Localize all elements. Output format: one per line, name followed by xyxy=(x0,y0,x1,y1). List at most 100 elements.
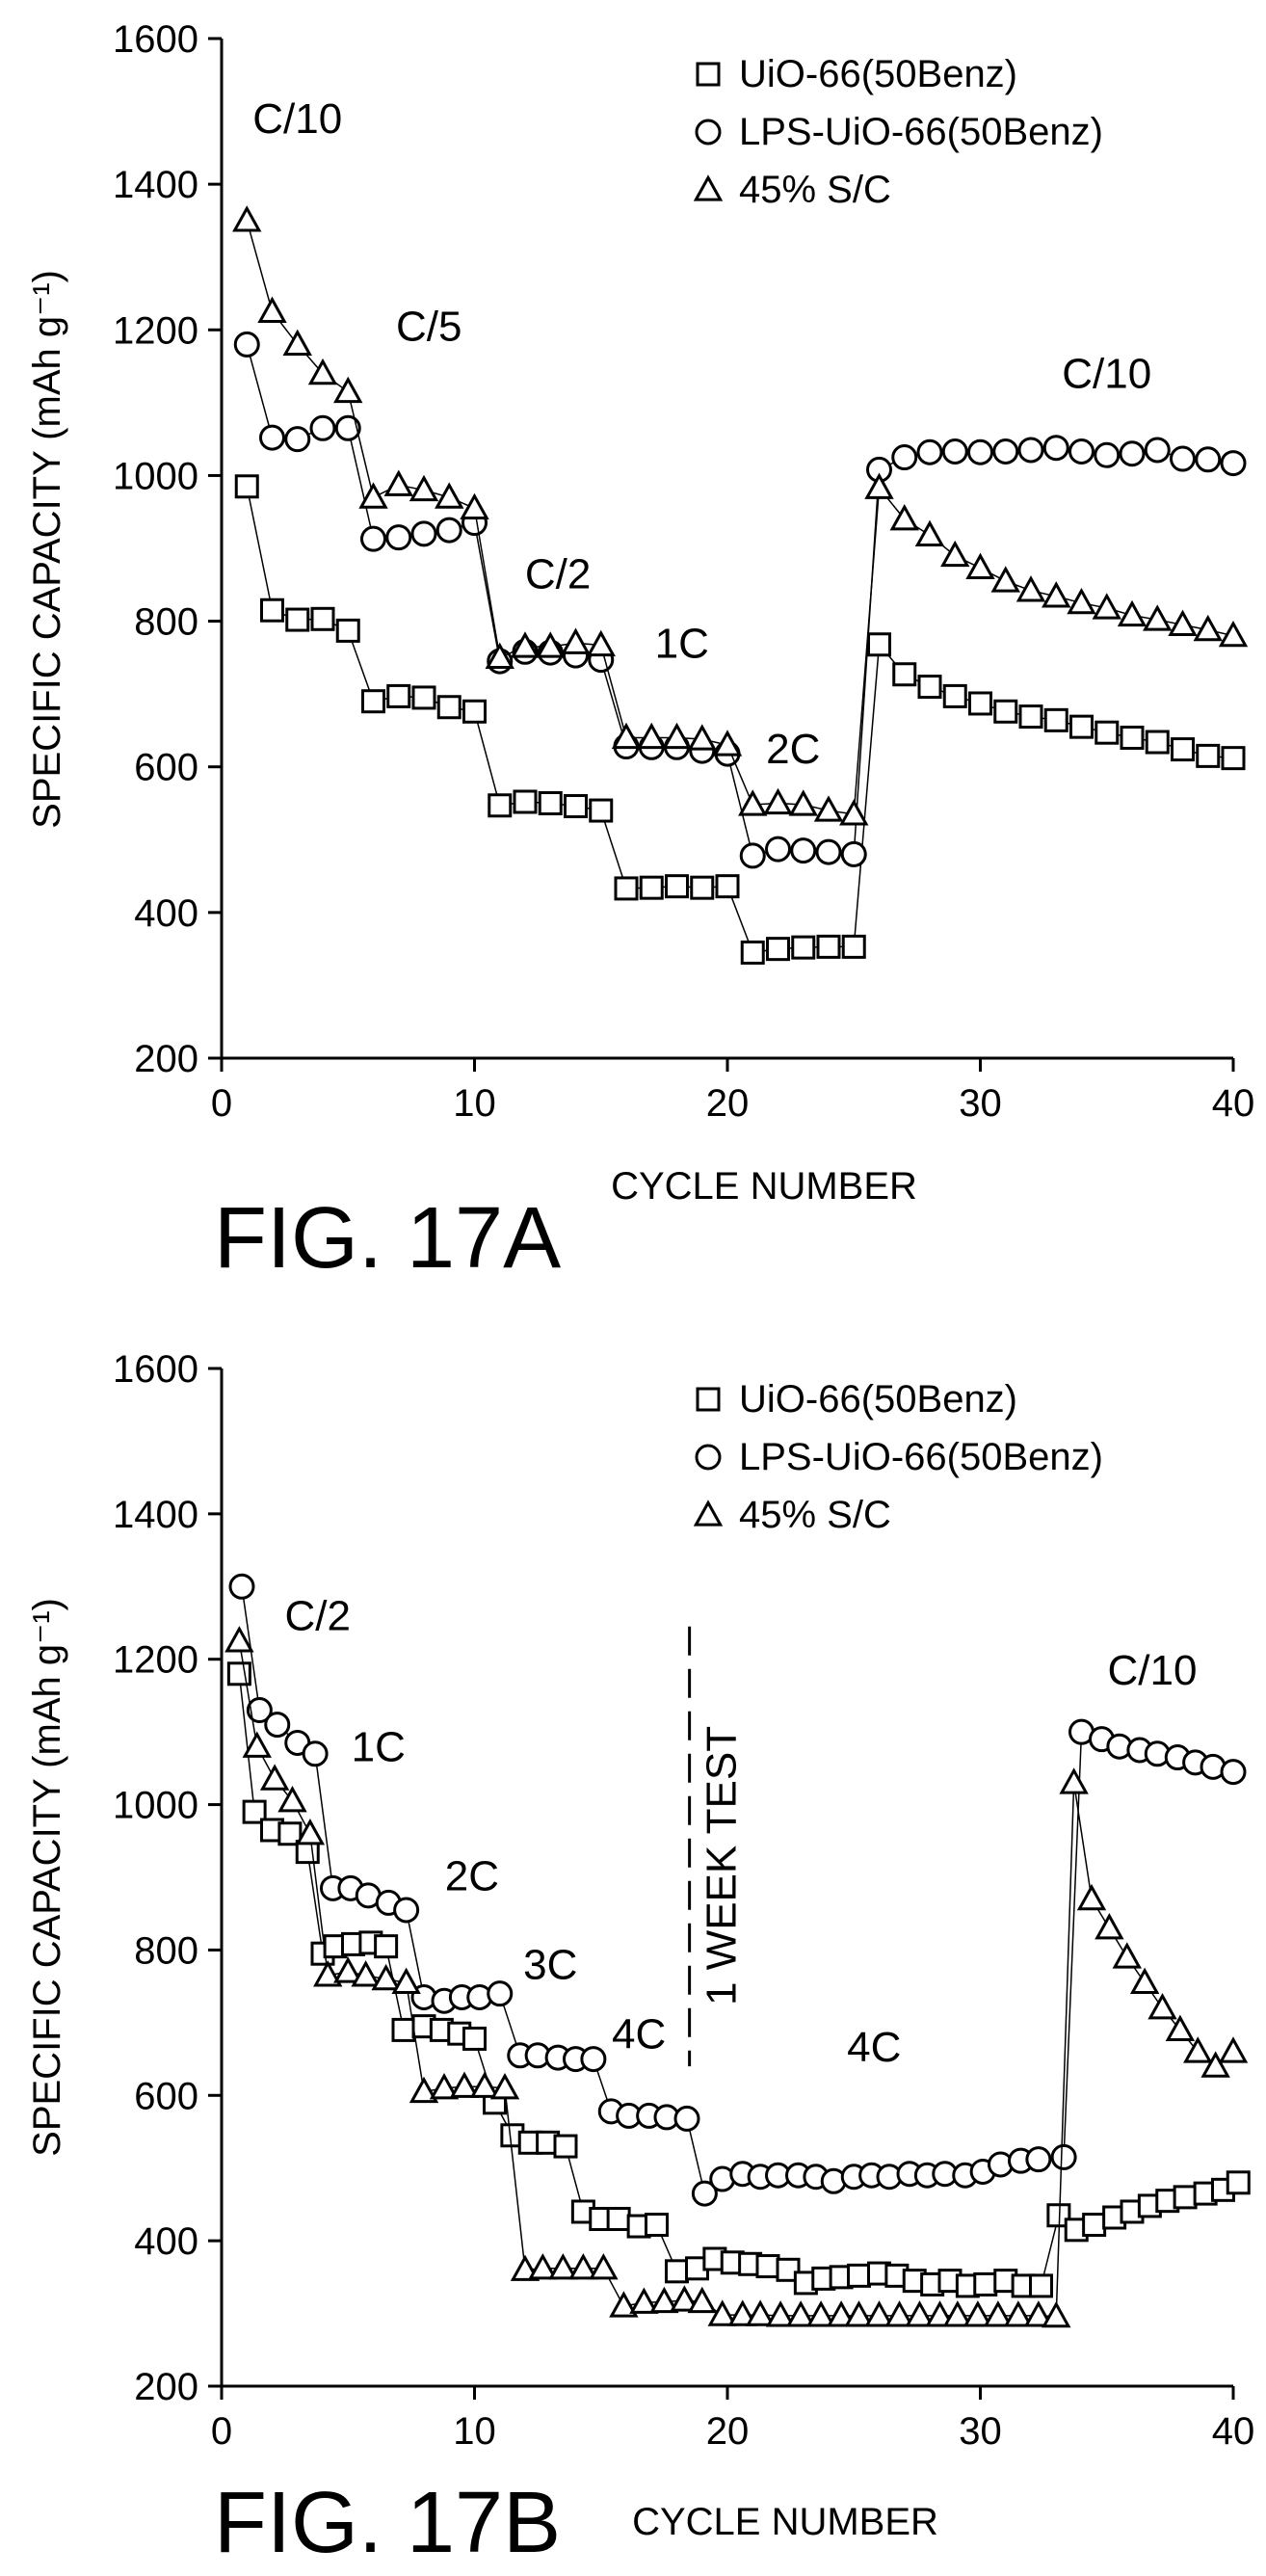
x-tick-label: 0 xyxy=(211,1082,232,1125)
y-axis-label: SPECIFIC CAPACITY (mAh g⁻¹) xyxy=(26,270,68,829)
data-point xyxy=(805,2300,836,2327)
y-tick-label: 600 xyxy=(134,747,198,789)
data-point xyxy=(510,2254,541,2281)
data-point xyxy=(1168,609,1198,636)
data-point xyxy=(1145,730,1170,755)
legend-label: 45% S/C xyxy=(739,169,891,211)
data-point xyxy=(536,631,566,658)
data-point xyxy=(889,504,919,531)
y-tick-label: 1600 xyxy=(113,18,198,61)
data-point xyxy=(1147,1993,1177,2020)
data-point xyxy=(1144,437,1171,464)
data-point xyxy=(1196,743,1221,768)
data-point xyxy=(1170,445,1196,472)
data-point xyxy=(992,438,1019,465)
rate-annotation: C/10 xyxy=(1108,1647,1198,1694)
data-point xyxy=(374,1934,399,1959)
data-point xyxy=(513,789,538,814)
data-point xyxy=(1050,2143,1077,2170)
x-tick-label: 20 xyxy=(706,2410,750,2453)
y-tick-label: 200 xyxy=(134,2366,198,2408)
x-ticks: 0 10 20 30 40 xyxy=(211,1058,1254,1125)
data-point xyxy=(242,1799,267,1824)
series-line xyxy=(246,220,1234,815)
x-tick-label: 10 xyxy=(453,1082,496,1125)
data-point xyxy=(645,2213,669,2238)
data-point xyxy=(942,2300,973,2327)
data-point xyxy=(246,1697,273,1724)
data-point xyxy=(1221,746,1246,771)
data-point xyxy=(973,2271,998,2297)
chart-fig-17b: 200 400 600 800 1000 1200 1400 1600 0 10 20 30 40 S… xyxy=(26,1348,1254,2571)
data-point xyxy=(411,685,436,710)
data-point xyxy=(257,296,287,324)
y-tick-label: 1600 xyxy=(113,1348,198,1391)
series-square xyxy=(234,474,1246,965)
data-point xyxy=(967,438,993,465)
data-point xyxy=(233,331,260,358)
data-point xyxy=(990,566,1020,593)
data-point xyxy=(1094,441,1121,468)
data-point xyxy=(905,2300,935,2327)
data-point xyxy=(788,789,818,816)
data-point xyxy=(839,799,869,826)
data-point xyxy=(334,414,361,441)
data-point xyxy=(1220,450,1247,477)
data-point xyxy=(649,2286,679,2314)
data-point xyxy=(715,874,740,899)
data-point xyxy=(916,438,943,465)
data-point xyxy=(295,1819,326,1846)
data-point xyxy=(765,2300,796,2327)
series-circle xyxy=(228,1573,1247,2207)
data-point xyxy=(409,474,439,502)
data-point xyxy=(561,627,591,654)
series-triangle xyxy=(232,205,1249,826)
data-point xyxy=(242,1731,272,1758)
x-tick-label: 0 xyxy=(211,2410,232,2453)
data-point xyxy=(965,552,995,580)
rate-annotation: 4C xyxy=(612,2010,666,2058)
x-tick-label: 10 xyxy=(453,2410,496,2453)
x-axis-label: CYCLE NUMBER xyxy=(632,2501,938,2543)
data-point xyxy=(1200,2051,1230,2078)
series-square xyxy=(226,1661,1251,2298)
data-point xyxy=(670,2285,699,2312)
y-axis-label: SPECIFIC CAPACITY (mAh g⁻¹) xyxy=(26,1598,68,2157)
data-point xyxy=(510,631,541,658)
legend-label: UiO-66(50Benz) xyxy=(739,1378,1017,1421)
data-point xyxy=(277,1786,307,1813)
data-point xyxy=(815,838,842,865)
data-point xyxy=(891,444,918,471)
data-point xyxy=(867,632,891,657)
data-point xyxy=(1042,2300,1071,2328)
data-point xyxy=(765,836,791,863)
data-point xyxy=(391,2017,416,2042)
data-point xyxy=(614,876,639,901)
rate-annotation: 3C xyxy=(523,1942,577,1989)
data-point xyxy=(568,2253,598,2280)
rate-annotation: 2C xyxy=(445,1853,499,1900)
series-circle xyxy=(233,331,1247,869)
legend-label: UiO-66(50Benz) xyxy=(739,53,1017,95)
data-point xyxy=(841,934,866,959)
y-tick-label: 1200 xyxy=(113,1639,198,1682)
data-point xyxy=(766,937,790,962)
data-point xyxy=(462,699,487,724)
data-point xyxy=(586,629,616,657)
data-point xyxy=(1143,604,1173,631)
data-point xyxy=(940,540,970,568)
data-point xyxy=(785,2300,816,2327)
data-point xyxy=(277,1821,303,1846)
data-point xyxy=(358,482,388,509)
data-point xyxy=(687,724,717,751)
data-point xyxy=(313,1960,343,1987)
data-point xyxy=(740,940,765,965)
data-point xyxy=(259,1764,290,1791)
y-tick-label: 400 xyxy=(134,2220,198,2263)
data-point xyxy=(410,520,437,547)
data-point xyxy=(232,205,262,232)
data-point xyxy=(1112,1942,1142,1969)
data-point xyxy=(284,426,311,453)
data-point xyxy=(1119,440,1146,467)
